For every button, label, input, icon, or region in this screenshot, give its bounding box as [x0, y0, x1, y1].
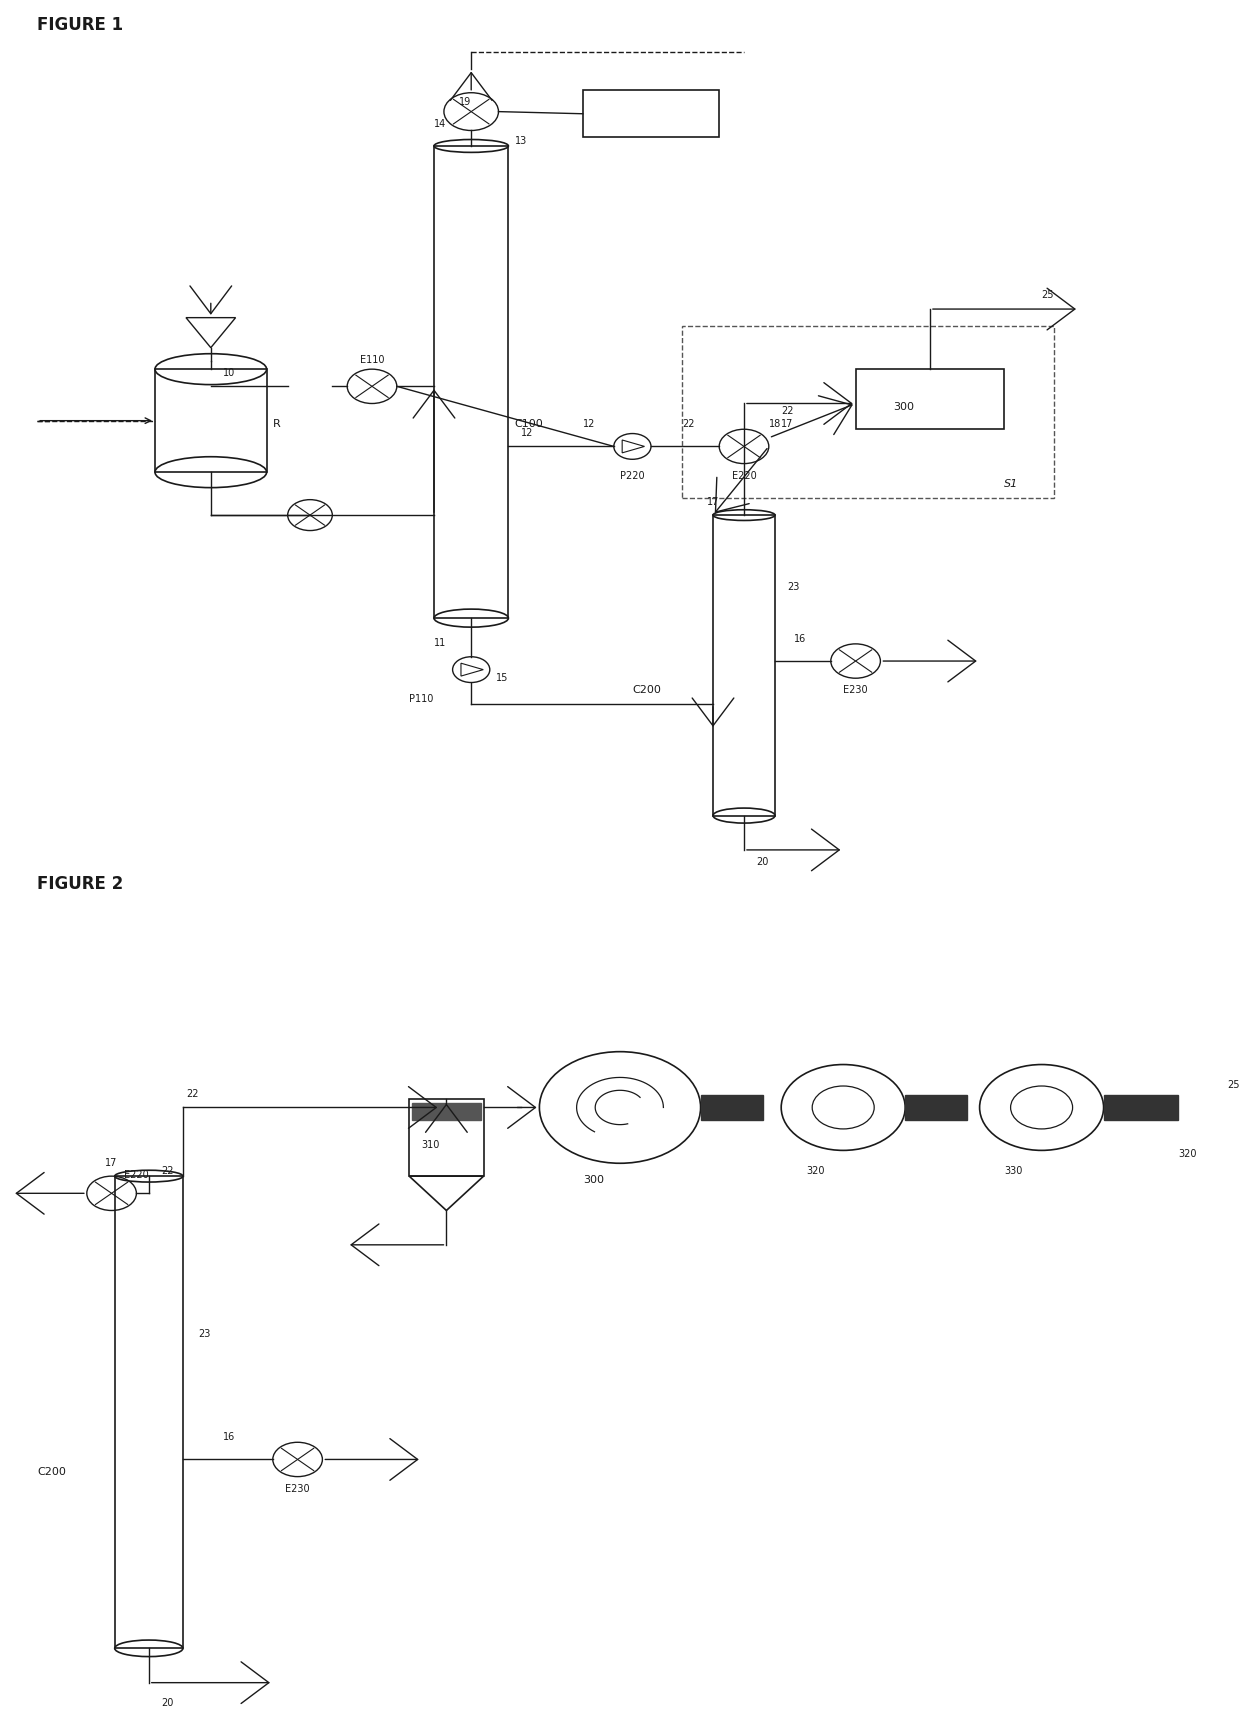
Polygon shape — [905, 1095, 967, 1121]
Text: E220: E220 — [124, 1171, 149, 1181]
Text: 23: 23 — [198, 1329, 211, 1339]
Text: 17: 17 — [707, 496, 719, 507]
Text: 12: 12 — [521, 428, 533, 438]
Text: P220: P220 — [620, 470, 645, 481]
Text: 19: 19 — [459, 98, 471, 106]
Text: 12: 12 — [583, 419, 595, 429]
Text: FIGURE 2: FIGURE 2 — [37, 876, 124, 893]
Text: FIGURE 1: FIGURE 1 — [37, 17, 123, 34]
Text: 22: 22 — [781, 407, 794, 417]
Text: C200: C200 — [37, 1466, 66, 1477]
Text: 22: 22 — [682, 419, 694, 429]
Text: C100: C100 — [515, 419, 543, 429]
Text: 320: 320 — [1178, 1149, 1197, 1159]
Text: 310: 310 — [422, 1140, 440, 1150]
Text: E230: E230 — [843, 685, 868, 695]
Text: 16: 16 — [794, 634, 806, 644]
Text: 18: 18 — [769, 419, 781, 429]
Text: 23: 23 — [787, 582, 800, 592]
Polygon shape — [412, 1104, 481, 1121]
Text: 25: 25 — [1228, 1080, 1240, 1090]
Text: 330: 330 — [1004, 1166, 1023, 1176]
Text: 11: 11 — [434, 639, 446, 647]
Text: E220: E220 — [732, 470, 756, 481]
Text: S1: S1 — [1004, 479, 1018, 489]
Text: 20: 20 — [161, 1698, 174, 1708]
Text: 22: 22 — [161, 1166, 174, 1176]
Text: 14: 14 — [434, 118, 446, 129]
Text: 320: 320 — [806, 1166, 825, 1176]
Text: 25: 25 — [1042, 290, 1054, 300]
Text: C200: C200 — [632, 685, 661, 695]
Text: 20: 20 — [756, 857, 769, 867]
Text: 17: 17 — [781, 419, 794, 429]
Text: 17: 17 — [105, 1157, 118, 1168]
Text: 13: 13 — [515, 136, 527, 146]
Text: 15: 15 — [496, 673, 508, 683]
Text: 300: 300 — [583, 1174, 604, 1185]
Text: E110: E110 — [360, 355, 384, 364]
Polygon shape — [701, 1095, 763, 1121]
Text: 300: 300 — [893, 402, 914, 412]
Text: 22: 22 — [186, 1089, 198, 1099]
Text: R: R — [273, 419, 280, 429]
Text: E230: E230 — [285, 1483, 310, 1494]
Text: 16: 16 — [223, 1432, 236, 1442]
Polygon shape — [1104, 1095, 1178, 1121]
Text: P110: P110 — [409, 694, 434, 704]
Text: 10: 10 — [223, 367, 236, 378]
